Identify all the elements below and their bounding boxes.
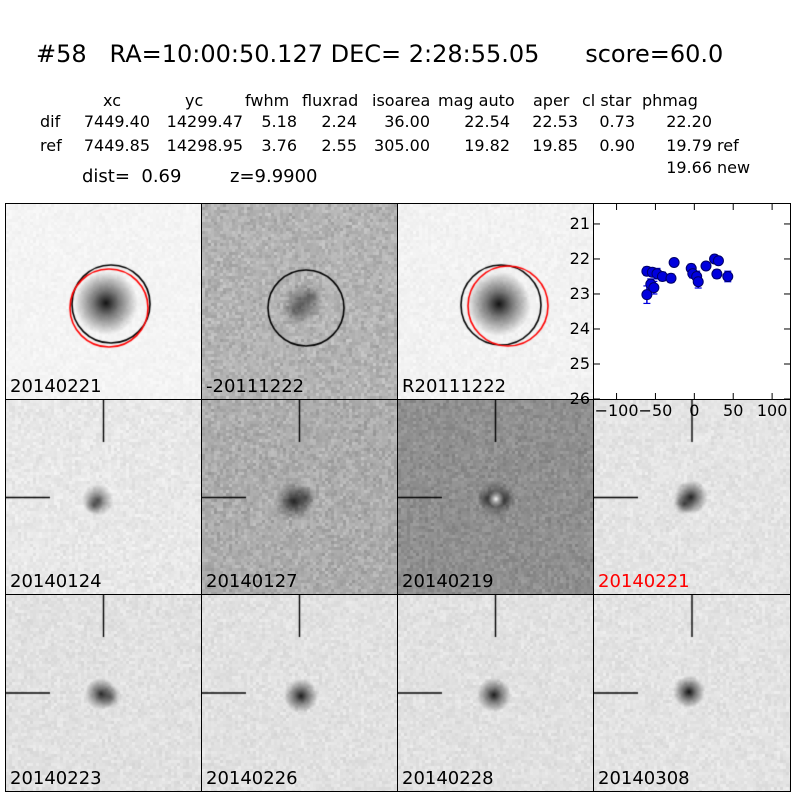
page-title: #58 RA=10:00:50.127 DEC= 2:28:55.05 scor… xyxy=(36,40,724,68)
cell-aper: 19.85 xyxy=(532,136,578,155)
col-header-mag-auto: mag auto xyxy=(438,91,515,110)
cell-mag-auto: 22.54 xyxy=(464,112,510,131)
row-label: ref xyxy=(40,136,62,155)
table-row-ref: ref 7449.85 14298.95 3.76 2.55 305.00 19… xyxy=(0,136,800,156)
cell-fluxrad: 2.55 xyxy=(321,136,357,155)
plot-point xyxy=(722,270,734,282)
cell-aper: 22.53 xyxy=(532,112,578,131)
table-row-dist: dist= 0.69 z=9.9900 xyxy=(0,166,800,187)
col-header-isoarea: isoarea xyxy=(372,91,431,110)
plot-point xyxy=(648,282,660,294)
cell-yc: 14298.95 xyxy=(166,136,243,155)
cell-phmag: 19.79 xyxy=(666,136,712,155)
cell-yc: 14299.47 xyxy=(166,112,243,131)
cell-cl-star: 0.73 xyxy=(599,112,635,131)
z-value: z=9.9900 xyxy=(230,166,318,187)
stamp-label: 20140124 xyxy=(10,571,102,593)
stamp-label: 20140221 xyxy=(10,375,102,397)
stamp-image xyxy=(594,595,790,791)
stamp-label: 20140221 xyxy=(598,571,690,593)
cell-xc: 7449.85 xyxy=(83,136,150,155)
cell-fwhm: 3.76 xyxy=(261,136,297,155)
cell-isoarea: 305.00 xyxy=(374,136,430,155)
stamp-image xyxy=(202,204,397,399)
cell-isoarea: 36.00 xyxy=(384,112,430,131)
table-row-new-mag: 19.66 new xyxy=(0,158,800,178)
lightcurve-plot xyxy=(594,204,790,400)
stamp-image xyxy=(6,595,201,791)
col-header-aper: aper xyxy=(533,91,570,110)
plot-point xyxy=(700,260,712,272)
lightcurve-svg xyxy=(594,204,790,399)
plot-point xyxy=(712,255,724,267)
stamp-panel: 20140226 xyxy=(202,595,398,791)
row-label: dif xyxy=(40,112,61,131)
plot-point xyxy=(641,289,653,301)
stamp-panel: 20140223 xyxy=(6,595,202,791)
dist-value: dist= 0.69 xyxy=(82,166,182,187)
stamp-image xyxy=(398,204,593,399)
stamp-label: 20140127 xyxy=(206,571,298,593)
cell-fwhm: 5.18 xyxy=(261,112,297,131)
col-header-yc: yc xyxy=(185,91,204,110)
cell-xc: 7449.40 xyxy=(83,112,150,131)
stamp-panel: 20140308 xyxy=(594,595,790,791)
stamp-image xyxy=(6,399,201,595)
stamp-image xyxy=(398,399,593,595)
cell-suffix: ref xyxy=(717,136,739,155)
stamp-label: 20140219 xyxy=(402,571,494,593)
stamp-panel: 20140221 xyxy=(6,204,202,400)
stamp-image xyxy=(594,399,790,595)
stamp-panel: 20140124 xyxy=(6,399,202,596)
stamp-label: 20140308 xyxy=(598,768,690,790)
plot-point xyxy=(692,276,704,288)
cell-fluxrad: 2.24 xyxy=(321,112,357,131)
stamp-image xyxy=(398,595,593,791)
cell-phmag: 22.20 xyxy=(666,112,712,131)
stamp-image xyxy=(202,595,397,791)
stamp-label: 20140226 xyxy=(206,768,298,790)
stamp-grid: 20140221 -20111222 R20111222 20140124 201401… xyxy=(5,203,791,792)
stamp-image xyxy=(202,399,397,595)
plot-point xyxy=(711,268,723,280)
col-header-phmag: phmag xyxy=(642,91,698,110)
col-header-fwhm: fwhm xyxy=(245,91,290,110)
stamp-label: 20140223 xyxy=(10,768,102,790)
plot-point xyxy=(665,272,677,284)
cell-mag-auto: 19.82 xyxy=(464,136,510,155)
stamp-panel: -20111222 xyxy=(202,204,398,400)
stamp-label: R20111222 xyxy=(402,375,507,397)
col-header-cl-star: cl star xyxy=(582,91,632,110)
cell-suffix: new xyxy=(717,158,751,177)
table-row-dif: dif 7449.40 14299.47 5.18 2.24 36.00 22.… xyxy=(0,112,800,132)
stamp-panel: 20140219 xyxy=(398,399,594,596)
stamp-label: 20140228 xyxy=(402,768,494,790)
stamp-label: -20111222 xyxy=(206,375,305,397)
stamp-panel: R20111222 xyxy=(398,204,594,400)
col-header-xc: xc xyxy=(103,91,121,110)
stamp-panel: 20140228 xyxy=(398,595,594,791)
col-header-fluxrad: fluxrad xyxy=(302,91,359,110)
stamp-panel: 20140127 xyxy=(202,399,398,596)
stamp-panel: 20140221 xyxy=(594,399,790,596)
cell-phmag: 19.66 xyxy=(666,158,712,177)
cell-cl-star: 0.90 xyxy=(599,136,635,155)
stamp-image xyxy=(6,204,201,399)
plot-point xyxy=(668,256,680,268)
